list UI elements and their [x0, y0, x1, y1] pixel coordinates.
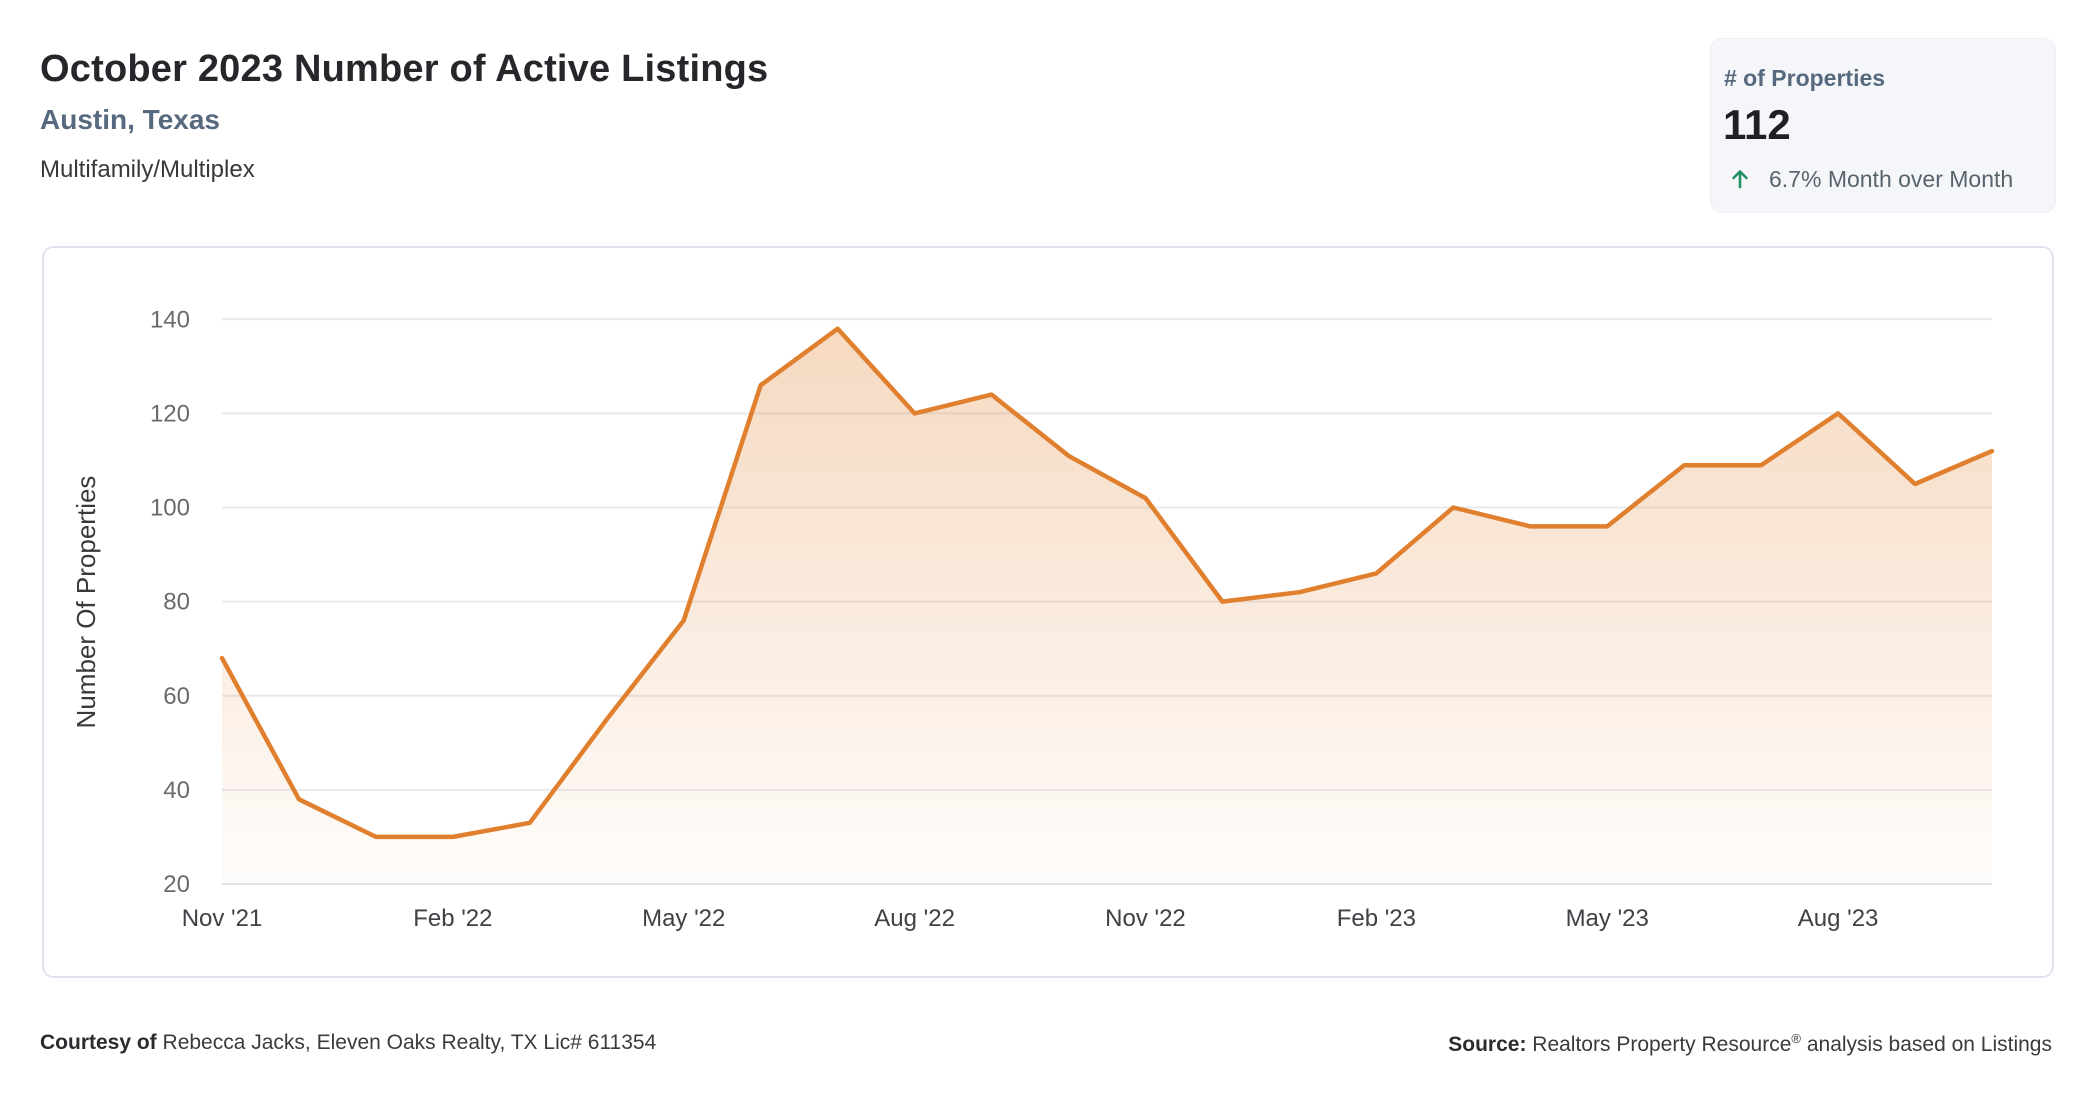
svg-text:80: 80 — [163, 589, 190, 616]
svg-text:100: 100 — [150, 495, 190, 522]
registered-mark: ® — [1791, 1031, 1801, 1046]
stat-trend-row: 6.7% Month over Month — [1723, 161, 2013, 197]
svg-text:40: 40 — [163, 777, 190, 804]
svg-text:Feb '23: Feb '23 — [1337, 905, 1416, 932]
trend-text: 6.7% Month over Month — [1769, 165, 2014, 192]
svg-text:140: 140 — [150, 306, 190, 333]
property-type-label: Multifamily/Multiplex — [40, 156, 255, 183]
source-label: Source: — [1448, 1033, 1527, 1056]
courtesy-text: Rebecca Jacks, Eleven Oaks Realty, TX Li… — [156, 1031, 657, 1054]
trend-up-arrow-icon — [1723, 162, 1757, 196]
source-text-pre: Realtors Property Resource — [1526, 1033, 1792, 1056]
svg-text:Feb '22: Feb '22 — [413, 905, 492, 932]
courtesy-label: Courtesy of — [40, 1031, 157, 1054]
svg-text:Aug '22: Aug '22 — [874, 905, 955, 932]
page-title: October 2023 Number of Active Listings — [40, 48, 769, 90]
chart-svg[interactable]: 140 120 100 80 60 40 20 Nov '21 Feb '22 May '22 Au… — [42, 246, 2054, 978]
svg-text:Aug '23: Aug '23 — [1798, 905, 1879, 932]
svg-text:Number Of Properties: Number Of Properties — [71, 476, 101, 729]
svg-text:May '22: May '22 — [642, 905, 725, 932]
chart-card: 140 120 100 80 60 40 20 Nov '21 Feb '22 May '22 Au… — [42, 246, 2054, 978]
svg-text:20: 20 — [163, 871, 190, 898]
svg-text:Nov '21: Nov '21 — [182, 905, 263, 932]
svg-text:May '23: May '23 — [1566, 905, 1649, 932]
footer-courtesy: Courtesy of Rebecca Jacks, Eleven Oaks R… — [40, 1031, 656, 1055]
svg-text:Nov '22: Nov '22 — [1105, 905, 1186, 932]
source-text-post: analysis based on Listings — [1801, 1033, 2052, 1056]
stat-value: 112 — [1723, 101, 1791, 148]
properties-stat-card: # of Properties 112 6.7% Month over Mont… — [1710, 38, 2056, 213]
stat-label: # of Properties — [1724, 65, 1886, 91]
svg-text:60: 60 — [163, 683, 190, 710]
page-subtitle: Austin, Texas — [40, 104, 220, 135]
footer-source: Source: Realtors Property Resource® anal… — [1448, 1031, 2052, 1057]
svg-text:120: 120 — [150, 400, 190, 427]
